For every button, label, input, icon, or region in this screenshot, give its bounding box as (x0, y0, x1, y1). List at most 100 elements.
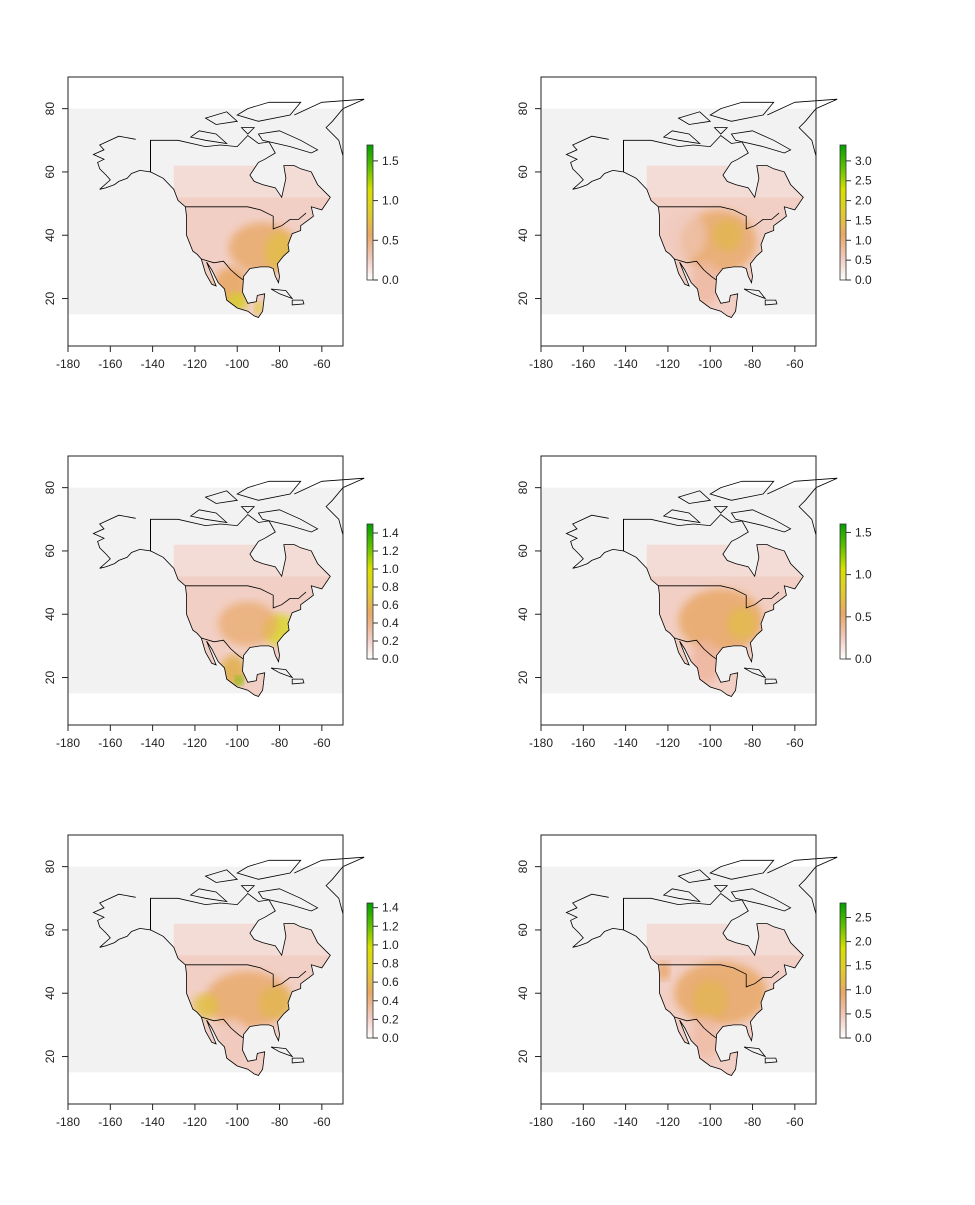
x-tick-label: -60 (313, 357, 331, 371)
x-tick-label: -100 (225, 736, 249, 750)
y-tick-label: 60 (516, 165, 530, 179)
coastlines (92, 98, 365, 318)
coastline-island (204, 490, 239, 504)
border-us-mexico (674, 258, 717, 281)
x-tick-label: -120 (656, 357, 680, 371)
x-tick-label: -140 (614, 1115, 638, 1129)
raster-hotspot (258, 986, 293, 1019)
x-tick-label: -180 (56, 736, 80, 750)
x-tick-label: -80 (744, 1115, 762, 1129)
border-us-canada (185, 585, 307, 609)
legend-tick-label: 0.5 (855, 253, 872, 267)
coastline-island (236, 859, 302, 880)
raster-hotspot (235, 675, 244, 686)
legend-tick-label: 0.8 (382, 580, 399, 594)
border-us-mexico (674, 1016, 717, 1039)
legend-colorbar (839, 144, 847, 281)
x-tick-label: -80 (271, 736, 289, 750)
x-tick-label: -140 (614, 357, 638, 371)
legend-tick-label: 1.2 (382, 544, 399, 558)
coastline-greenland (294, 856, 365, 915)
legend-tick-label: 1.0 (382, 938, 399, 952)
coastline-island (709, 101, 775, 122)
coastline-island (204, 111, 239, 125)
y-tick-label: 20 (516, 1050, 530, 1064)
legend-tick-label: 1.0 (382, 194, 399, 208)
x-tick-label: -160 (98, 357, 122, 371)
y-tick-label: 20 (516, 671, 530, 685)
y-tick-label: 80 (43, 860, 57, 874)
legend-tick-label: 1.0 (855, 233, 872, 247)
y-tick-label: 20 (43, 671, 57, 685)
coastline-island (764, 299, 778, 306)
legend-tick-label: 0.4 (382, 994, 399, 1008)
coastline-island (677, 869, 712, 883)
border-us-mexico (201, 1016, 244, 1039)
map-panel-5: -180 -160 -140 -120 -100 -80 -60 20 40 60 80 0.0 0.2… (43, 834, 399, 1129)
y-tick-label: 80 (516, 481, 530, 495)
y-tick-label: 80 (516, 860, 530, 874)
x-tick-label: -80 (271, 357, 289, 371)
x-tick-label: -60 (786, 736, 804, 750)
y-tick-label: 20 (516, 292, 530, 306)
coastline-island (189, 509, 228, 524)
x-tick-label: -160 (571, 1115, 595, 1129)
x-tick-label: -120 (183, 736, 207, 750)
coastline-island (240, 127, 256, 135)
coastline-mainland (150, 892, 331, 1076)
legend-tick-label: 0.0 (382, 1031, 399, 1045)
y-tick-label: 60 (43, 544, 57, 558)
x-tick-label: -60 (313, 1115, 331, 1129)
coastline-island (204, 869, 239, 883)
y-tick-label: 80 (43, 481, 57, 495)
x-tick-label: -160 (98, 736, 122, 750)
legend-tick-label: 1.4 (382, 901, 399, 915)
legend-colorbar (366, 902, 374, 1039)
raster-hotspot (192, 993, 219, 1019)
coastline-island (743, 1046, 767, 1058)
x-tick-label: -180 (529, 736, 553, 750)
coastline-island (257, 888, 319, 912)
y-tick-label: 40 (43, 986, 57, 1000)
x-tick-label: -80 (744, 357, 762, 371)
coastlines (565, 856, 838, 1076)
y-tick-label: 40 (43, 228, 57, 242)
coastline-island (713, 506, 729, 514)
x-tick-label: -80 (271, 1115, 289, 1129)
legend-tick-label: 0.2 (382, 1012, 399, 1026)
y-tick-label: 60 (516, 923, 530, 937)
x-tick-label: -180 (529, 357, 553, 371)
raster-values (173, 893, 331, 1076)
legend-tick-label: 1.0 (382, 562, 399, 576)
x-tick-label: -60 (786, 357, 804, 371)
coastline-mainland (150, 134, 331, 318)
coastline-alaska (565, 514, 624, 569)
coastline-island (257, 130, 319, 154)
raster-hotspot (657, 961, 671, 981)
legend-tick-label: 2.5 (855, 174, 872, 188)
raster-hotspot (712, 219, 742, 252)
legend-tick-label: 2.0 (855, 935, 872, 949)
coastline-island (730, 509, 792, 533)
legend-tick-label: 0.0 (382, 652, 399, 666)
legend-tick-label: 1.5 (855, 959, 872, 973)
coastline-mainland (623, 513, 804, 697)
x-tick-label: -120 (183, 1115, 207, 1129)
x-tick-label: -100 (225, 357, 249, 371)
border-us-mexico (201, 258, 244, 281)
coastline-island (291, 678, 305, 685)
coastline-island (662, 509, 701, 524)
x-tick-label: -100 (698, 736, 722, 750)
coastline-island (240, 885, 256, 893)
coastline-greenland (767, 477, 838, 536)
x-tick-label: -140 (141, 736, 165, 750)
legend-tick-label: 0.6 (382, 975, 399, 989)
map-panel-3: -180 -160 -140 -120 -100 -80 -60 20 40 60 80 0.0 0.2… (43, 455, 399, 750)
legend-tick-label: 1.0 (855, 568, 872, 582)
coastline-island (713, 885, 729, 893)
y-tick-label: 20 (43, 292, 57, 306)
x-tick-label: -60 (313, 736, 331, 750)
y-tick-label: 40 (43, 607, 57, 621)
coastline-island (662, 888, 701, 903)
coastline-island (713, 127, 729, 135)
